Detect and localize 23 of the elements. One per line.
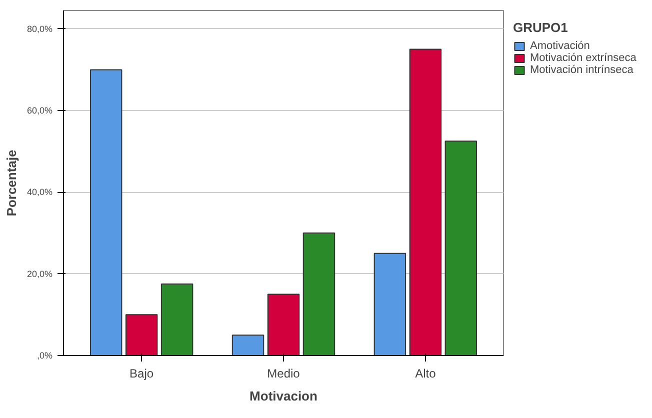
y-tick-label: 80,0% (26, 24, 53, 34)
y-axis-title: Porcentaje (4, 150, 19, 216)
legend-label: Amotivación (530, 40, 590, 52)
legend-label: Motivación intrínseca (530, 64, 634, 76)
y-tick-label: 20,0% (26, 268, 53, 279)
bar (409, 48, 442, 356)
bar (374, 252, 406, 356)
y-tick-label: ,0% (36, 350, 53, 360)
legend-label: Motivación extrínseca (530, 52, 636, 64)
x-tick-label: Medio (267, 366, 300, 380)
legend-title: GRUPO1 (513, 20, 569, 35)
bar (125, 314, 158, 356)
bar (267, 294, 300, 356)
bar (302, 232, 336, 356)
bar (90, 69, 122, 356)
y-tick-label: 60,0% (26, 106, 53, 116)
x-tick-label: Alto (415, 366, 436, 380)
bar (232, 334, 264, 356)
y-tick-label: 40,0% (26, 187, 53, 198)
x-axis-title: Motivacion (250, 388, 318, 404)
bar (160, 284, 194, 356)
bar (444, 140, 478, 356)
x-tick-label: Bajo (130, 366, 154, 380)
